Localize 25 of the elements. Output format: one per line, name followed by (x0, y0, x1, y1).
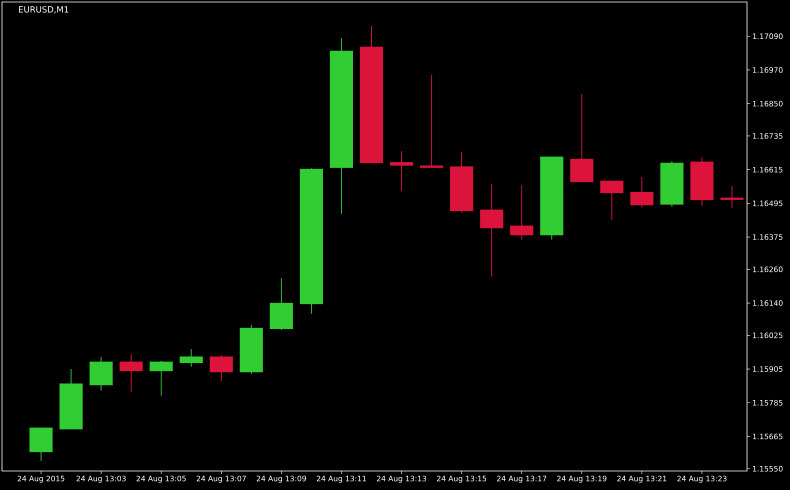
candlestick (420, 74, 444, 168)
candlestick (450, 152, 474, 214)
candlestick (630, 176, 654, 208)
candlestick (330, 38, 354, 214)
candlestick (60, 368, 83, 430)
candlestick (690, 156, 714, 206)
candlestick (240, 324, 263, 375)
candlestick (390, 150, 414, 192)
candlestick (90, 356, 113, 392)
candlestick (120, 354, 143, 392)
candlestick (720, 185, 744, 208)
candlestick (570, 94, 594, 182)
candlestick (210, 354, 233, 382)
candlestick (540, 156, 564, 240)
candlestick (360, 25, 384, 164)
candlestick (29, 428, 53, 462)
candlestick (180, 348, 203, 368)
candlestick (660, 160, 684, 208)
candlestick (510, 184, 534, 240)
candlestick (150, 360, 173, 396)
candlestick (600, 180, 624, 220)
candlestick (480, 184, 504, 278)
chart-title: EURUSD,M1 (19, 6, 68, 14)
candlestick (300, 168, 323, 314)
candlestick (270, 278, 293, 330)
